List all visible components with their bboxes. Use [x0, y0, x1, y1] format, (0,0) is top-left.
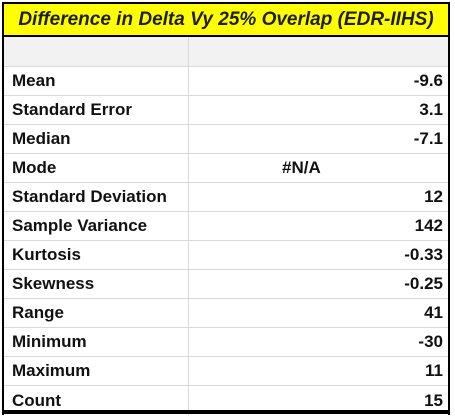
- stat-label-mean: Mean: [4, 67, 189, 95]
- bottom-border: [2, 410, 450, 414]
- stat-label-sample-variance: Sample Variance: [4, 212, 189, 240]
- stat-label-range: Range: [4, 299, 189, 327]
- table-row: Median -7.1: [4, 125, 448, 154]
- stat-value-mode: #N/A: [282, 158, 321, 177]
- blank-header-row: [4, 37, 448, 67]
- stat-value-minimum: -30: [418, 332, 443, 351]
- table-row: Sample Variance 142: [4, 212, 448, 241]
- stat-label-standard-error: Standard Error: [4, 96, 189, 124]
- stat-label-mode: Mode: [4, 154, 189, 182]
- table-row: Mean -9.6: [4, 67, 448, 96]
- stat-value-skewness: -0.25: [404, 274, 443, 293]
- table-row: Kurtosis -0.33: [4, 241, 448, 270]
- stat-value-standard-deviation: 12: [424, 187, 443, 206]
- table-row: Skewness -0.25: [4, 270, 448, 299]
- stat-label-minimum: Minimum: [4, 328, 189, 356]
- table-row: Mode #N/A: [4, 154, 448, 183]
- table-row: Minimum -30: [4, 328, 448, 357]
- blank-label-cell: [4, 37, 189, 66]
- table-row: Standard Deviation 12: [4, 183, 448, 212]
- stat-value-standard-error: 3.1: [419, 100, 443, 119]
- stat-value-count: 15: [424, 390, 443, 410]
- stat-label-standard-deviation: Standard Deviation: [4, 183, 189, 211]
- table-row: Range 41: [4, 299, 448, 328]
- stat-value-maximum: 11: [425, 361, 443, 380]
- stat-label-maximum: Maximum: [4, 357, 189, 385]
- table-row: Standard Error 3.1: [4, 96, 448, 125]
- stat-label-count: Count: [4, 386, 189, 415]
- stat-value-mean: -9.6: [413, 71, 443, 90]
- table-title: Difference in Delta Vy 25% Overlap (EDR-…: [2, 2, 450, 37]
- stat-value-range: 41: [424, 303, 443, 322]
- stat-label-median: Median: [4, 125, 189, 153]
- blank-value-cell: [189, 37, 448, 66]
- statistics-grid: Mean -9.6 Standard Error 3.1 Median -7.1…: [2, 37, 450, 415]
- stat-label-kurtosis: Kurtosis: [4, 241, 189, 269]
- stat-value-sample-variance: 142: [414, 216, 443, 235]
- stat-label-skewness: Skewness: [4, 270, 189, 298]
- stat-value-median: -7.1: [413, 129, 443, 148]
- table-row: Count 15: [4, 386, 448, 415]
- table-row: Maximum 11: [4, 357, 448, 386]
- stat-value-kurtosis: -0.33: [404, 245, 443, 264]
